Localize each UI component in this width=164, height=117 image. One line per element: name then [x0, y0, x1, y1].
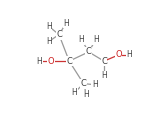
Text: C: C	[86, 47, 92, 56]
Text: H: H	[46, 22, 52, 31]
Text: H: H	[101, 71, 107, 80]
Text: C: C	[66, 57, 72, 66]
Text: C: C	[56, 30, 62, 39]
Text: H: H	[72, 88, 77, 97]
Text: H: H	[93, 35, 99, 44]
Text: C: C	[81, 79, 86, 88]
Text: H: H	[46, 37, 52, 46]
Text: H: H	[79, 35, 84, 44]
Text: O: O	[47, 57, 54, 66]
Text: H: H	[92, 80, 98, 89]
Text: H: H	[37, 57, 42, 66]
Text: O: O	[115, 51, 122, 59]
Text: H: H	[127, 51, 133, 59]
Text: H: H	[63, 19, 69, 28]
Text: C: C	[101, 57, 107, 66]
Text: H: H	[84, 90, 90, 99]
